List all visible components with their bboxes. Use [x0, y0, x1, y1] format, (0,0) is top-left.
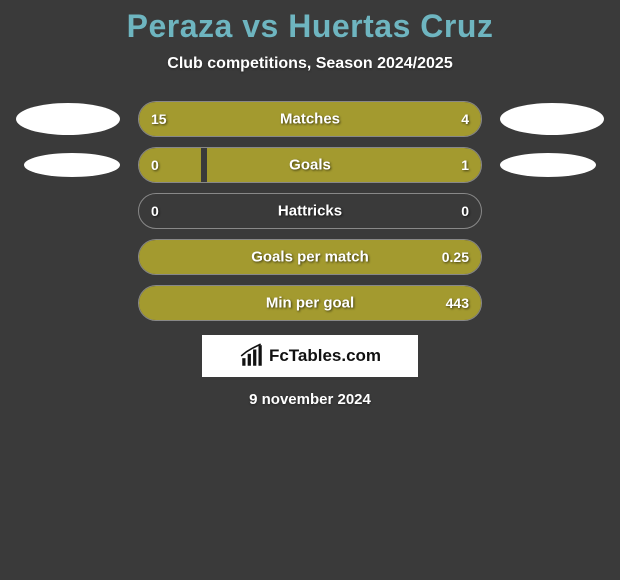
page-title: Peraza vs Huertas Cruz — [0, 8, 620, 45]
player-right-marker — [500, 153, 596, 177]
stat-value-left: 0 — [151, 203, 159, 219]
stat-value-left: 15 — [151, 111, 167, 127]
bar-segment-right — [207, 148, 481, 182]
stat-bar: Matches 15 4 — [138, 101, 482, 137]
player-left-marker — [24, 153, 120, 177]
stat-label: Min per goal — [266, 295, 354, 312]
stat-rows: Matches 15 4 Goals 0 1 Hattricks 0 0 Goals per ma… — [0, 101, 620, 321]
comparison-widget: Peraza vs Huertas Cruz Club competitions… — [0, 0, 620, 408]
bar-segment-left — [139, 148, 201, 182]
stat-value-right: 4 — [461, 111, 469, 127]
bar-gap — [201, 148, 208, 182]
stat-row: Matches 15 4 — [0, 101, 620, 137]
stat-bar: Goals per match 0.25 — [138, 239, 482, 275]
stat-row: Goals per match 0.25 — [0, 239, 620, 275]
chart-icon — [239, 343, 265, 369]
stat-label: Hattricks — [278, 203, 342, 220]
stat-label: Goals — [289, 157, 331, 174]
stat-label: Goals per match — [251, 249, 369, 266]
subtitle: Club competitions, Season 2024/2025 — [0, 55, 620, 73]
date-label: 9 november 2024 — [0, 391, 620, 408]
stat-bar: Hattricks 0 0 — [138, 193, 482, 229]
brand-logo[interactable]: FcTables.com — [202, 335, 418, 377]
brand-text: FcTables.com — [269, 346, 381, 366]
stat-row: Min per goal 443 — [0, 285, 620, 321]
player-left-marker — [16, 103, 120, 135]
stat-bar: Goals 0 1 — [138, 147, 482, 183]
stat-value-right: 443 — [446, 295, 469, 311]
player-right-marker — [500, 103, 604, 135]
stat-value-right: 0.25 — [442, 249, 469, 265]
stat-label: Matches — [280, 111, 340, 128]
stat-value-right: 1 — [461, 157, 469, 173]
stat-row: Goals 0 1 — [0, 147, 620, 183]
stat-bar: Min per goal 443 — [138, 285, 482, 321]
stat-row: Hattricks 0 0 — [0, 193, 620, 229]
stat-value-left: 0 — [151, 157, 159, 173]
stat-value-right: 0 — [461, 203, 469, 219]
bar-segment-left — [139, 102, 396, 136]
